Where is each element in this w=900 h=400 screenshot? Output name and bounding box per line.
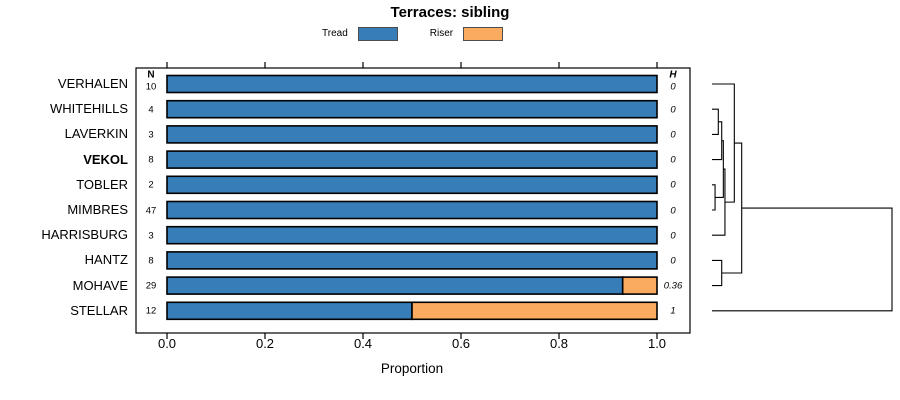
x-tick-label: 0.8	[549, 336, 569, 351]
bar-tread-segment	[166, 99, 658, 119]
h-value: 0.36	[663, 280, 683, 292]
row-label-mimbres: MIMBRES	[67, 202, 128, 217]
chart-title: Terraces: sibling	[390, 4, 510, 21]
n-column-header: N	[147, 69, 155, 80]
row-label-whitehills: WHITEHILLS	[49, 101, 128, 117]
n-value: 3	[148, 129, 154, 141]
x-tick-label: 0.4	[353, 336, 373, 351]
n-value: 4	[148, 104, 154, 116]
h-value: 0	[670, 81, 676, 92]
bar-tread-segment	[166, 74, 658, 94]
h-value: 0	[670, 129, 676, 141]
x-axis-title: Proportion	[380, 361, 444, 376]
row-label-verhalen: VERHALEN	[57, 76, 128, 91]
bar-tread-segment	[166, 125, 658, 144]
bar-tread-segment	[166, 301, 413, 321]
bar-tread-segment	[166, 200, 658, 220]
legend-swatch-riser	[463, 27, 504, 41]
bar-tread-segment	[166, 251, 658, 270]
h-value: 1	[670, 305, 676, 317]
h-value: 0	[670, 179, 676, 191]
dendrogram-branch	[712, 207, 893, 312]
x-tick-label: 1.0	[647, 336, 667, 351]
n-value: 8	[148, 154, 154, 166]
row-label-stellar: STELLAR	[70, 302, 128, 318]
x-tick-label: 0.6	[451, 336, 471, 351]
bar-riser-segment	[411, 301, 658, 321]
legend: Tread Riser	[322, 26, 504, 42]
legend-swatch-tread	[357, 27, 398, 41]
h-value: 0	[670, 104, 676, 116]
n-value: 2	[148, 179, 154, 191]
legend-label-tread: Tread	[322, 28, 348, 39]
row-label-mohave: MOHAVE	[72, 277, 128, 293]
x-tick-label: 0.2	[255, 336, 275, 351]
x-tick-label: 0.0	[157, 336, 177, 351]
bar-tread-segment	[166, 225, 658, 245]
h-value: 0	[670, 230, 676, 242]
bar-tread-segment	[166, 175, 658, 195]
legend-item-tread: Tread	[322, 26, 398, 42]
dendrogram-branch	[712, 121, 723, 161]
h-value: 0	[670, 255, 676, 267]
h-value: 0	[670, 205, 676, 216]
row-label-laverkin: LAVERKIN	[64, 126, 128, 142]
n-value: 3	[148, 230, 154, 242]
n-value: 8	[148, 255, 154, 267]
row-label-vekol: VEKOL	[83, 151, 128, 167]
n-value: 10	[145, 81, 157, 92]
legend-item-riser: Riser	[429, 26, 504, 42]
bar-tread-segment	[166, 276, 624, 295]
h-column-header: H	[669, 69, 677, 80]
bar-tread-segment	[166, 150, 658, 169]
bar-riser-segment	[621, 276, 658, 295]
row-label-hantz: HANTZ	[84, 252, 128, 268]
n-value: 47	[145, 205, 157, 216]
row-label-harrisburg: HARRISBURG	[41, 227, 128, 243]
plot-box	[135, 67, 691, 334]
h-value: 0	[670, 154, 676, 166]
legend-label-riser: Riser	[429, 28, 454, 39]
dendrogram-branch	[712, 108, 719, 135]
row-label-tobler: TOBLER	[76, 176, 128, 192]
n-value: 12	[145, 305, 157, 317]
dendrogram-branch	[712, 259, 723, 287]
n-value: 29	[145, 280, 157, 292]
dendrogram-branch	[712, 184, 716, 211]
